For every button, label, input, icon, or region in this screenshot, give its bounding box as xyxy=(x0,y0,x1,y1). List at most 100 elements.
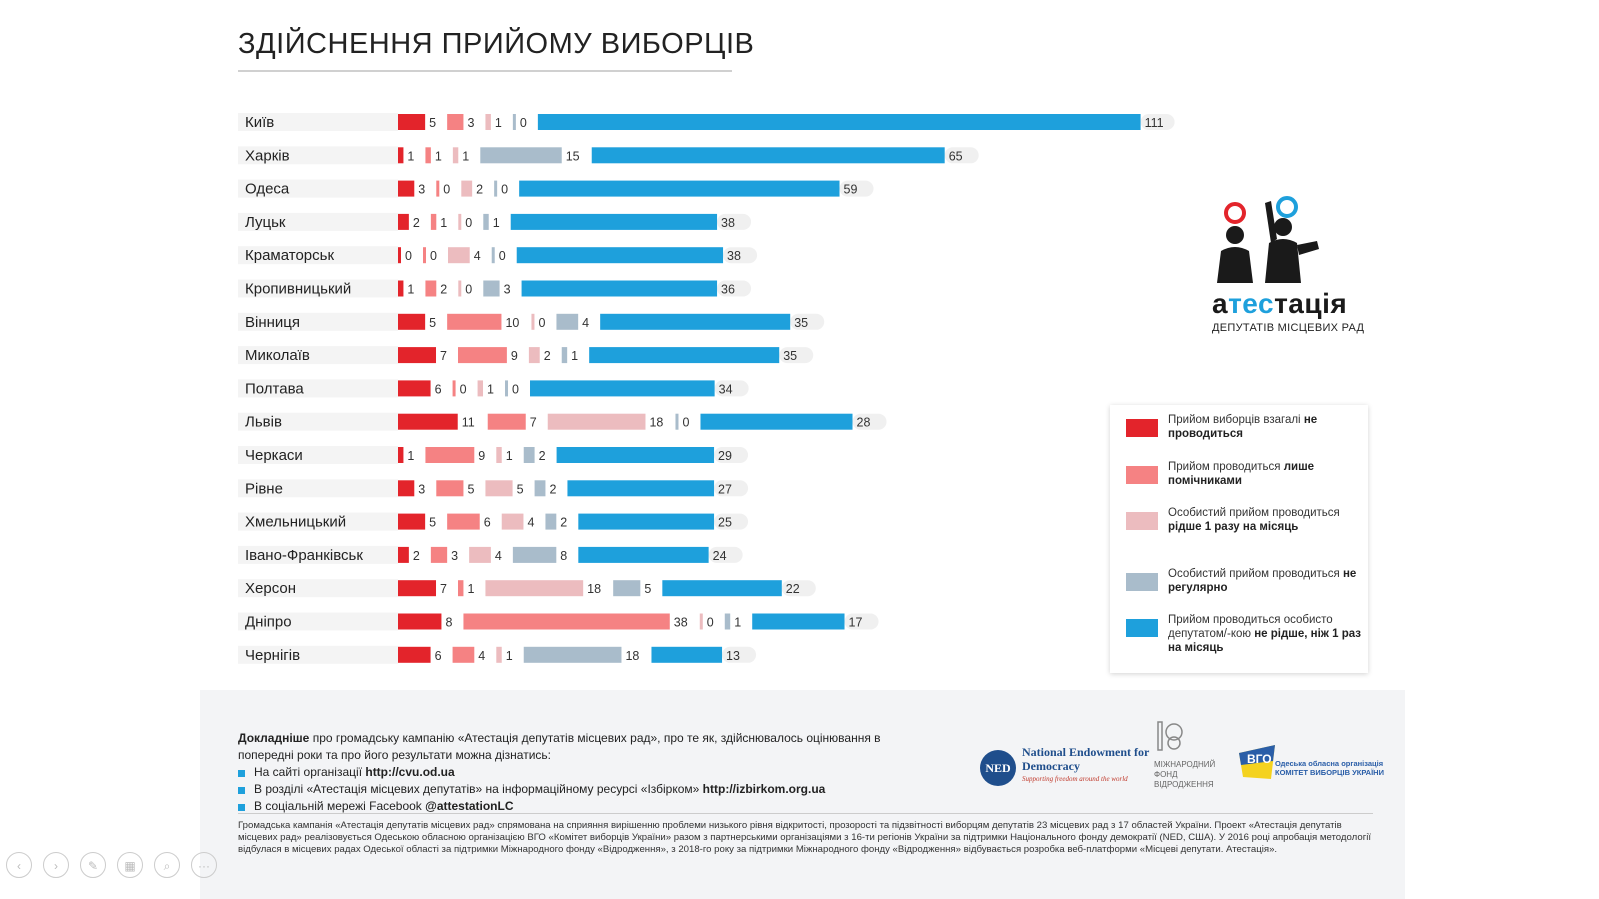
category-label: Хмельницький xyxy=(245,514,346,531)
legend: Прийом виборців взагалі не проводиться П… xyxy=(1110,405,1368,673)
value-track xyxy=(781,580,816,597)
value-label: 11 xyxy=(462,416,475,430)
value-label: 0 xyxy=(405,249,412,263)
bar xyxy=(521,280,718,297)
next-icon[interactable]: › xyxy=(43,852,69,878)
bar xyxy=(458,280,462,297)
bar xyxy=(425,447,475,463)
bar xyxy=(512,546,557,563)
category-label: Кропивницький xyxy=(245,281,351,298)
value-label: 2 xyxy=(539,449,546,463)
value-track xyxy=(714,447,749,463)
bar xyxy=(578,546,709,563)
cvu-name: Одеська обласна організація КОМІТЕТ ВИБО… xyxy=(1275,759,1384,777)
bar xyxy=(496,447,502,463)
footer-info: Докладніше про громадську кампанію «Атес… xyxy=(238,730,908,815)
row-band xyxy=(238,412,398,431)
ned-mark: NED xyxy=(980,750,1016,786)
footer-divider xyxy=(238,813,1373,814)
bar xyxy=(752,613,845,630)
category-label: Чернігів xyxy=(245,647,300,664)
bar xyxy=(528,347,540,364)
row-band xyxy=(238,279,398,298)
row-band xyxy=(238,246,398,265)
value-label: 28 xyxy=(857,416,871,430)
value-label: 22 xyxy=(786,582,800,596)
legend-swatch xyxy=(1126,466,1158,484)
bar xyxy=(485,480,513,497)
value-label: 4 xyxy=(582,316,589,330)
bar xyxy=(485,114,491,130)
bar xyxy=(398,513,426,530)
value-label: 35 xyxy=(783,349,797,363)
bar xyxy=(534,480,546,497)
category-label: Дніпро xyxy=(245,614,292,631)
bar xyxy=(398,147,404,164)
bar xyxy=(398,413,458,430)
bar xyxy=(556,313,579,330)
logo-subtitle: ДЕПУТАТІВ МІСЦЕВИХ РАД xyxy=(1212,322,1365,334)
bar xyxy=(578,513,715,530)
bar xyxy=(398,380,431,397)
bar xyxy=(398,313,426,330)
category-label: Рівне xyxy=(245,480,283,497)
value-label: 7 xyxy=(440,349,447,363)
bar xyxy=(398,447,404,463)
value-label: 0 xyxy=(520,116,527,130)
bar xyxy=(423,247,426,264)
bar xyxy=(447,513,480,530)
value-label: 5 xyxy=(429,516,436,530)
value-label: 0 xyxy=(707,616,714,630)
bar xyxy=(651,646,723,663)
category-label: Миколаїв xyxy=(245,347,310,364)
value-track xyxy=(844,613,879,630)
value-label: 17 xyxy=(849,616,863,630)
row-band xyxy=(238,212,398,231)
more-icon[interactable]: ··· xyxy=(191,852,217,878)
value-label: 0 xyxy=(682,416,689,430)
value-label: 8 xyxy=(560,549,567,563)
footer-link-item[interactable]: На сайті організації http://cvu.od.ua xyxy=(238,764,908,781)
value-label: 6 xyxy=(435,382,442,396)
footer-link-item[interactable]: В соціальній мережі Facebook @attestatio… xyxy=(238,798,908,815)
bar xyxy=(501,513,524,530)
value-label: 7 xyxy=(440,582,447,596)
value-label: 10 xyxy=(505,316,519,330)
value-label: 0 xyxy=(465,283,472,297)
bar xyxy=(547,413,646,430)
value-label: 1 xyxy=(487,382,494,396)
bar xyxy=(398,613,442,630)
pen-icon[interactable]: ✎ xyxy=(80,852,106,878)
value-track xyxy=(723,247,758,264)
prev-icon[interactable]: ‹ xyxy=(6,852,32,878)
value-label: 4 xyxy=(495,549,502,563)
row-band xyxy=(238,179,398,198)
footer-link-item[interactable]: В розділі «Атестація місцевих депутатів»… xyxy=(238,781,908,798)
value-label: 2 xyxy=(413,549,420,563)
value-label: 38 xyxy=(674,616,688,630)
value-label: 0 xyxy=(501,183,508,197)
bar xyxy=(494,180,498,197)
bar xyxy=(662,580,782,597)
bar xyxy=(561,347,568,364)
value-label: 0 xyxy=(512,382,519,396)
footer-fine-print: Громадська кампанія «Атестація депутатів… xyxy=(238,820,1371,855)
category-label: Львів xyxy=(245,414,282,431)
value-label: 5 xyxy=(644,582,651,596)
zoom-icon[interactable]: ⌕ xyxy=(154,852,180,878)
row-band xyxy=(238,479,398,498)
value-label: 5 xyxy=(467,482,474,496)
value-label: 1 xyxy=(462,149,469,163)
row-band xyxy=(238,579,398,598)
bar xyxy=(398,480,415,497)
value-label: 2 xyxy=(413,216,420,230)
bar xyxy=(398,280,404,297)
category-label: Черкаси xyxy=(245,447,303,464)
value-track xyxy=(790,313,825,330)
value-label: 27 xyxy=(718,482,732,496)
value-label: 1 xyxy=(495,116,502,130)
value-label: 9 xyxy=(511,349,518,363)
slides-icon[interactable]: ▦ xyxy=(117,852,143,878)
category-label: Вінниця xyxy=(245,314,300,331)
